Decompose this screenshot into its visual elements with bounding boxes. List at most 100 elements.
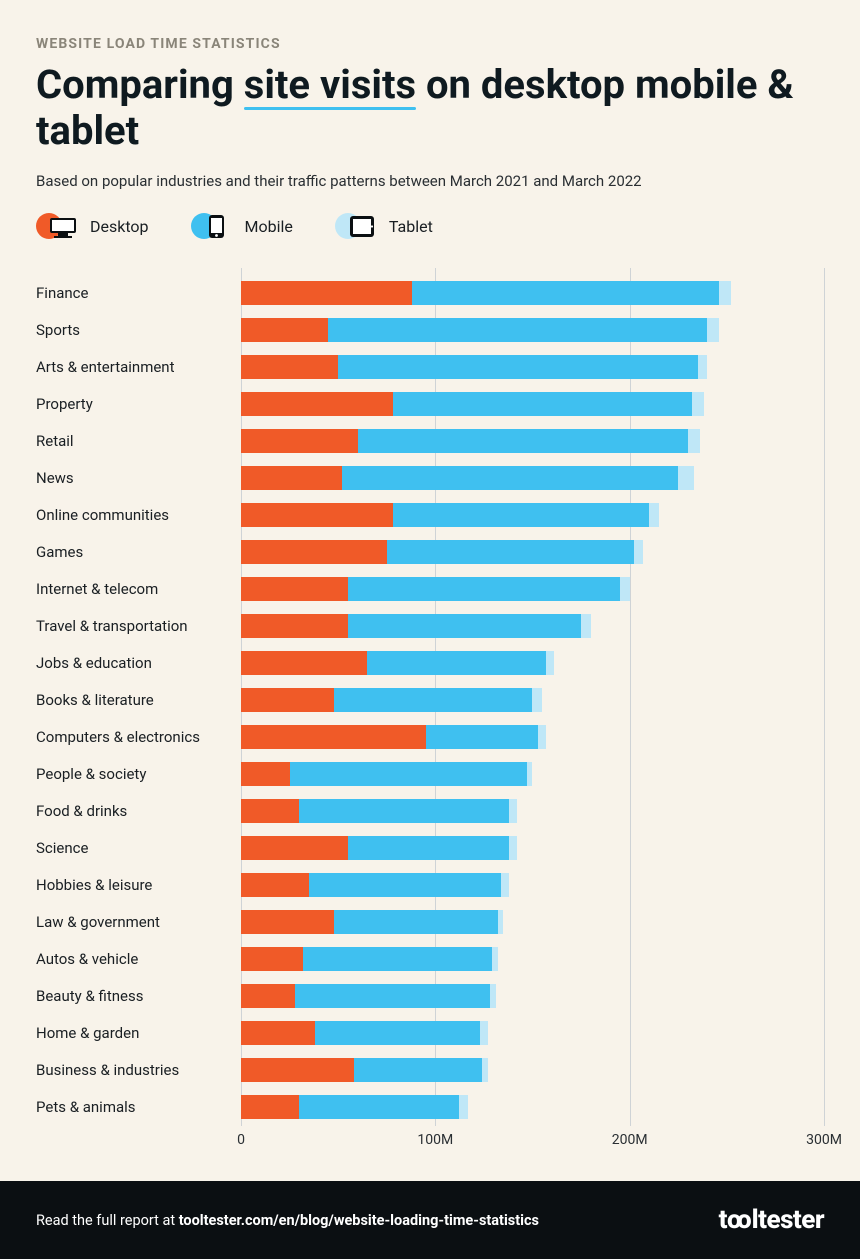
bar-segment-mobile [342,466,678,490]
bar-segment-desktop [241,392,393,416]
category-label: Autos & vehicle [36,940,241,977]
bar-row [241,792,824,829]
brand-oo: oo [727,1205,752,1235]
bar-segment-mobile [309,873,501,897]
title-part-pre: Comparing [36,61,244,108]
bar-segment-tablet [649,503,659,527]
footer-text: Read the full report at tooltester.com/e… [36,1212,539,1229]
bar-segment-desktop [241,1058,354,1082]
chart: FinanceSportsArts & entertainmentPropert… [36,268,824,1158]
bar-segment-mobile [290,762,527,786]
category-label: Games [36,533,241,570]
category-label: Computers & electronics [36,718,241,755]
bar-segment-tablet [692,392,704,416]
bar-segment-desktop [241,836,348,860]
category-label: Business & industries [36,1051,241,1088]
bar-segment-desktop [241,725,426,749]
bar-segment-tablet [492,947,498,971]
category-label: Finance [36,274,241,311]
bar-row [241,1051,824,1088]
bar-segment-tablet [509,799,517,823]
category-label: Science [36,829,241,866]
stacked-bar [241,318,824,342]
bar-segment-mobile [367,651,546,675]
legend-item-tablet: Tablet [335,212,433,240]
bar-segment-desktop [241,947,303,971]
bar-segment-tablet [459,1095,469,1119]
bar-segment-tablet [498,910,504,934]
x-tick-label: 300M [806,1132,842,1148]
bar-segment-desktop [241,910,334,934]
stacked-bar [241,355,824,379]
bar-segment-tablet [620,577,630,601]
desktop-icon [36,212,80,240]
bar-segment-tablet [634,540,644,564]
stacked-bar [241,1021,824,1045]
bar-segment-tablet [707,318,719,342]
page-title: Comparing site visits on desktop mobile … [36,62,824,154]
category-label: People & society [36,755,241,792]
bar-segment-desktop [241,799,299,823]
bar-segment-desktop [241,429,358,453]
category-label: Hobbies & leisure [36,866,241,903]
bar-row [241,755,824,792]
bar-segment-tablet [490,984,496,1008]
legend-item-mobile: Mobile [191,212,293,240]
bar-row [241,1014,824,1051]
stacked-bar [241,799,824,823]
bar-segment-tablet [719,281,731,305]
stacked-bar [241,725,824,749]
category-label: Property [36,385,241,422]
eyebrow: WEBSITE LOAD TIME STATISTICS [36,36,824,52]
bar-segment-desktop [241,1021,315,1045]
mobile-icon [191,212,235,240]
bar-segment-mobile [328,318,707,342]
bar-row [241,829,824,866]
y-axis-labels: FinanceSportsArts & entertainmentPropert… [36,268,241,1158]
bar-segment-mobile [299,1095,458,1119]
stacked-bar [241,984,824,1008]
stacked-bar [241,429,824,453]
stacked-bar [241,836,824,860]
stacked-bar [241,910,824,934]
bar-segment-desktop [241,540,387,564]
tablet-icon [335,212,379,240]
bar-row [241,570,824,607]
bar-segment-desktop [241,984,295,1008]
bar-segment-mobile [348,577,620,601]
bar-segment-tablet [527,762,533,786]
bar-segment-tablet [501,873,509,897]
footer: Read the full report at tooltester.com/e… [0,1181,860,1259]
bar-row [241,496,824,533]
x-tick-label: 200M [612,1132,648,1148]
legend-item-desktop: Desktop [36,212,149,240]
bar-segment-mobile [338,355,698,379]
bar-segment-mobile [348,836,509,860]
bar-row [241,644,824,681]
bar-segment-tablet [698,355,708,379]
stacked-bar [241,873,824,897]
bar-segment-mobile [393,503,650,527]
title-underlined: site visits [244,62,416,108]
x-tick-label: 100M [417,1132,453,1148]
gridline [824,268,825,1126]
category-label: Home & garden [36,1014,241,1051]
x-axis: 0100M200M300M [241,1132,824,1156]
category-label: Books & literature [36,681,241,718]
bar-segment-desktop [241,281,412,305]
bar-segment-tablet [678,466,694,490]
category-label: Arts & entertainment [36,348,241,385]
bar-segment-desktop [241,318,328,342]
bar-segment-desktop [241,762,290,786]
bar-row [241,348,824,385]
category-label: Internet & telecom [36,570,241,607]
category-label: Travel & transportation [36,607,241,644]
category-label: Sports [36,311,241,348]
subtitle: Based on popular industries and their tr… [36,172,824,190]
stacked-bar [241,392,824,416]
stacked-bar [241,503,824,527]
bar-segment-tablet [532,688,542,712]
bars [241,274,824,1125]
stacked-bar [241,1058,824,1082]
category-label: Law & government [36,903,241,940]
